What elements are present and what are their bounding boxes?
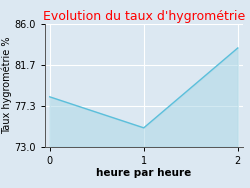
Y-axis label: Taux hygrométrie %: Taux hygrométrie % (1, 37, 11, 134)
X-axis label: heure par heure: heure par heure (96, 168, 192, 178)
Title: Evolution du taux d'hygrométrie: Evolution du taux d'hygrométrie (42, 10, 245, 23)
